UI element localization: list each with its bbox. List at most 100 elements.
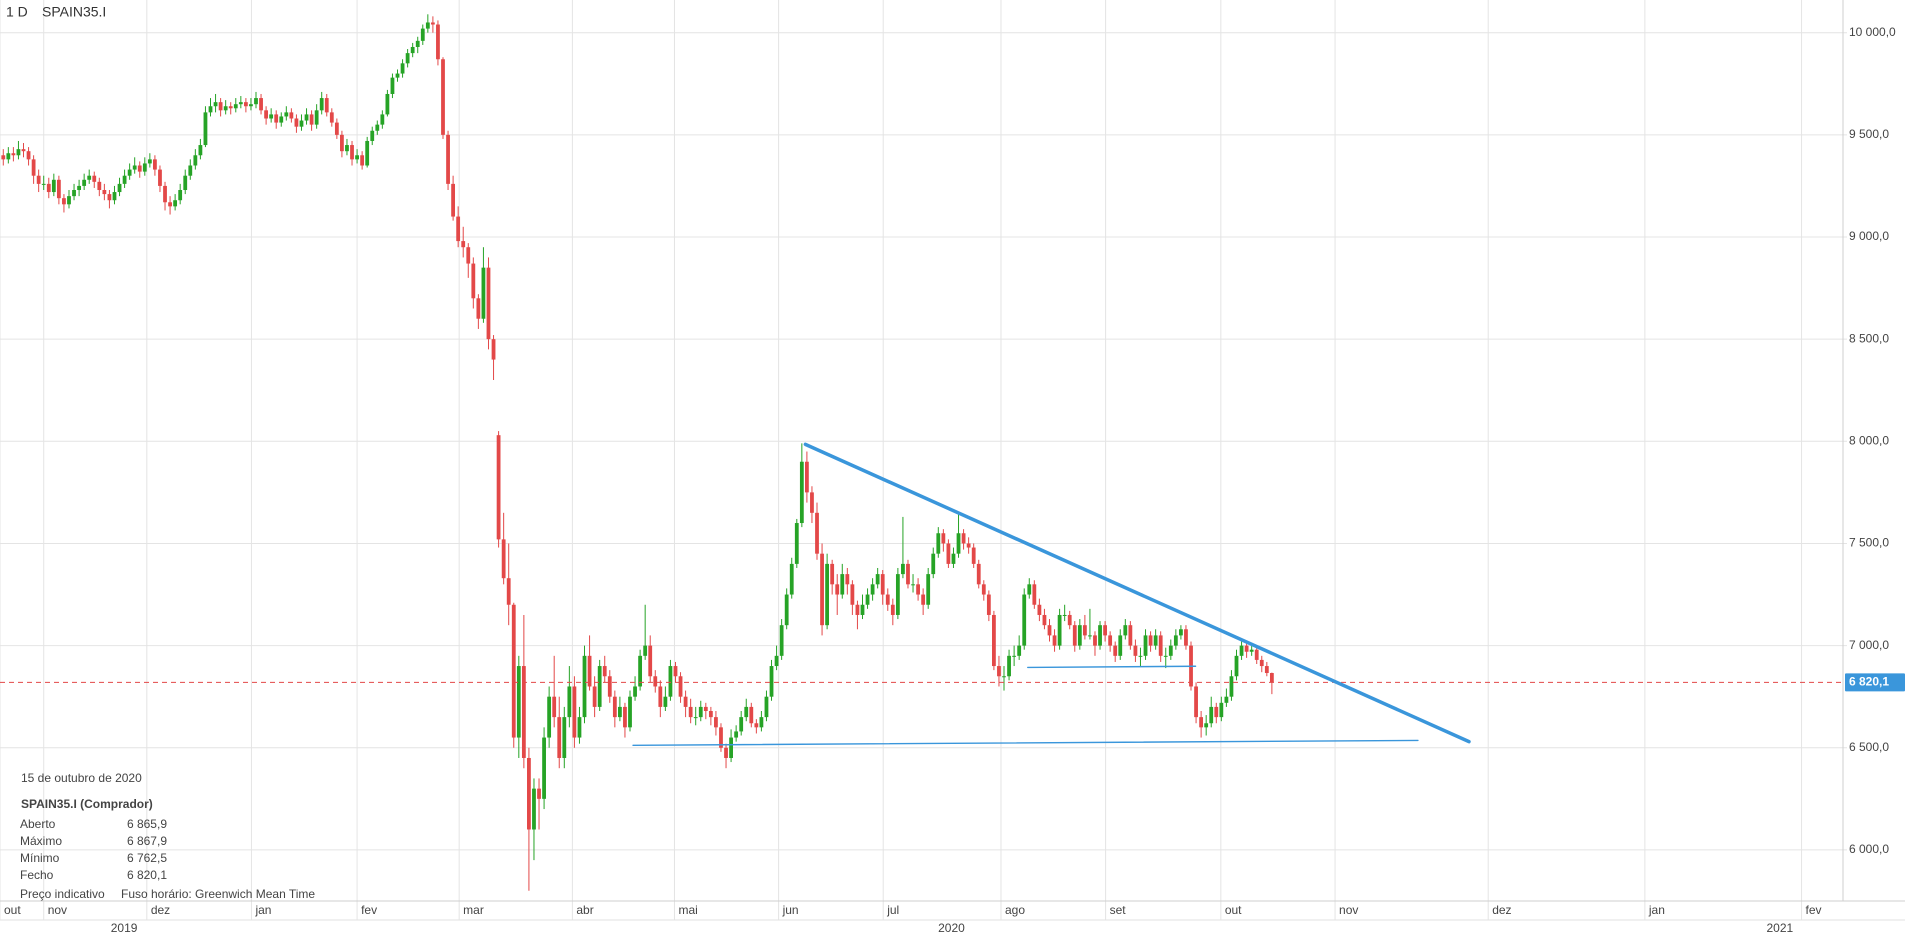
candle-body: [825, 563, 830, 626]
candle-body: [496, 435, 501, 540]
candle-body: [951, 553, 956, 564]
candle-body: [360, 155, 365, 166]
candle-body: [870, 584, 875, 595]
candle-body: [259, 98, 263, 111]
candle-body: [658, 686, 663, 707]
year-label: 2021: [1766, 921, 1793, 935]
candle-body: [537, 788, 541, 799]
candle-body: [208, 106, 213, 113]
candle-body: [617, 706, 622, 718]
candle-body: [1052, 635, 1057, 646]
candle-body: [516, 666, 521, 738]
candle-body: [769, 666, 774, 697]
plot: [0, 14, 1843, 891]
candle-body: [1229, 676, 1234, 697]
candle-body: [628, 696, 632, 728]
candle-body: [1067, 614, 1072, 626]
candle-body: [471, 263, 476, 299]
candle-body: [1113, 645, 1118, 656]
candle-body: [653, 676, 658, 687]
candle-body: [441, 59, 445, 135]
candle-body: [1173, 635, 1178, 646]
x-tick-label: dez: [1492, 903, 1511, 917]
candle-body: [506, 578, 511, 605]
candle-body: [815, 512, 819, 554]
candle-body: [31, 159, 36, 176]
candle-body: [784, 594, 789, 626]
candle-body: [142, 163, 147, 172]
x-tick-label: jan: [1648, 903, 1665, 917]
candle-body: [1153, 635, 1158, 646]
info-value: 6 867,9: [127, 834, 167, 848]
candle-body: [1022, 594, 1027, 646]
x-tick-label: mar: [463, 903, 484, 917]
candle-body: [279, 116, 284, 123]
candle-body: [1234, 655, 1239, 677]
candle-body: [1199, 717, 1204, 728]
candle-body: [1214, 706, 1219, 718]
candle-body: [724, 747, 728, 758]
candle-body: [1209, 706, 1214, 724]
candle-body: [956, 533, 961, 554]
candle-body: [314, 110, 319, 125]
candle-body: [1098, 625, 1102, 646]
candle-body: [294, 118, 299, 127]
last-price-label: 6 820,1: [1849, 675, 1889, 689]
candle-body: [1143, 635, 1148, 656]
candle-body: [850, 584, 855, 605]
candle-body: [223, 106, 228, 111]
candle-body: [1239, 645, 1244, 656]
info-label: Máximo: [20, 834, 62, 848]
candle-body: [345, 145, 349, 152]
candle-body: [1184, 629, 1188, 646]
trend-line: [1027, 665, 1197, 669]
candle-body: [1138, 655, 1143, 657]
candle-body: [734, 731, 739, 738]
x-tick-label: dez: [151, 903, 170, 917]
candle-body: [774, 655, 779, 667]
candle-body: [112, 192, 117, 201]
candle-body: [218, 102, 223, 111]
candle-body: [633, 686, 637, 697]
candle-body: [693, 717, 698, 719]
candle-body: [299, 120, 304, 127]
x-tick-label: out: [1225, 903, 1242, 917]
candle-body: [163, 185, 167, 203]
candle-body: [946, 543, 951, 564]
candle-body: [375, 124, 380, 131]
x-tick-label: jul: [886, 903, 899, 917]
candle-body: [936, 533, 941, 554]
candle-body: [794, 523, 799, 564]
candle-body: [885, 594, 890, 605]
x-tick-label: nov: [1339, 903, 1358, 917]
candle-body: [779, 625, 784, 656]
candle-body: [446, 134, 450, 184]
candle-body: [976, 563, 981, 585]
candle-body: [1032, 584, 1037, 605]
candle-body: [1002, 676, 1006, 678]
candle-body: [122, 175, 127, 184]
candle-body: [830, 563, 835, 585]
candle-body: [264, 110, 269, 119]
candle-body: [243, 102, 248, 107]
year-label: 2019: [111, 921, 138, 935]
candle-body: [1254, 649, 1259, 660]
candle-body: [532, 788, 536, 830]
y-tick-label: 6 000,0: [1849, 842, 1889, 856]
y-tick-label: 6 500,0: [1849, 740, 1889, 754]
candle-body: [1037, 604, 1042, 615]
candle-body: [557, 717, 562, 758]
candle-body: [188, 165, 193, 176]
candle-body: [860, 604, 865, 615]
candle-body: [1057, 614, 1062, 646]
candle-body: [714, 717, 718, 728]
candle-body: [638, 655, 643, 687]
info-box: 15 de outubro de 2020 SPAIN35.I (Comprad…: [20, 771, 315, 901]
candle-body: [668, 666, 673, 697]
info-label: Mínimo: [20, 851, 60, 865]
year-label: 2020: [938, 921, 965, 935]
candle-body: [340, 134, 344, 152]
candle-body: [895, 574, 900, 615]
